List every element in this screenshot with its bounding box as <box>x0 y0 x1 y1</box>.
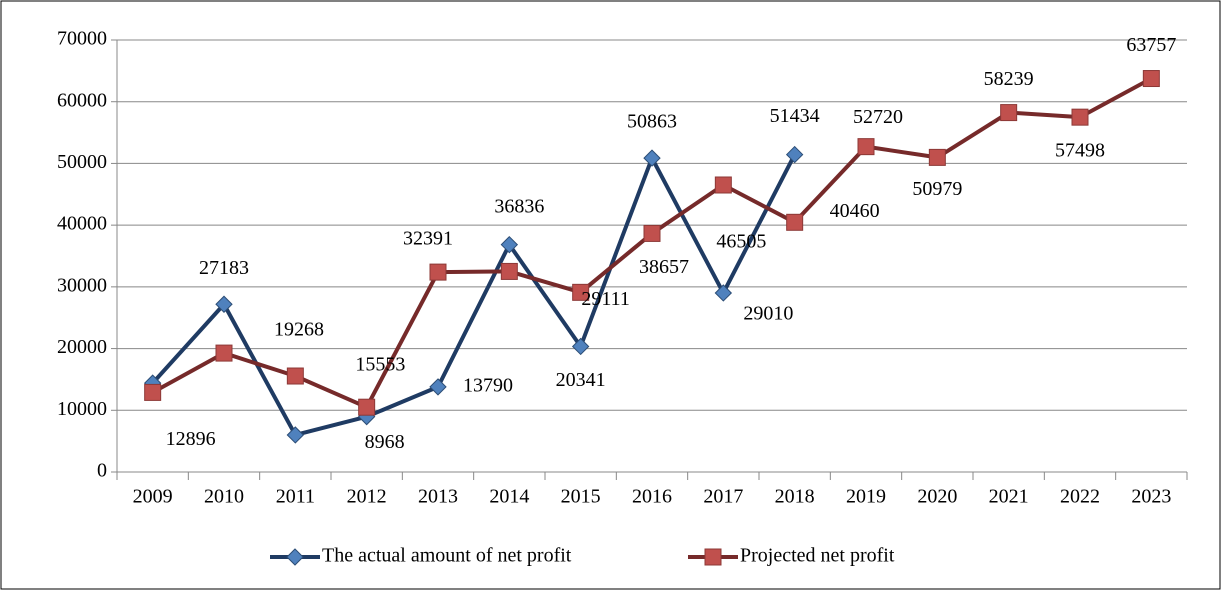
x-tick-label: 2017 <box>703 486 743 508</box>
data-point <box>1142 70 1160 88</box>
data-label: 20341 <box>556 369 606 391</box>
x-tick-label: 2009 <box>133 486 173 508</box>
data-label: 29010 <box>743 303 793 325</box>
x-tick-label: 2015 <box>561 486 601 508</box>
data-point <box>1071 108 1089 126</box>
data-label: 8968 <box>365 431 405 453</box>
legend-label: The actual amount of net profit <box>322 545 572 567</box>
y-tick-label: 40000 <box>57 213 107 235</box>
data-point <box>500 262 518 280</box>
data-point <box>215 295 233 313</box>
data-point <box>785 145 804 164</box>
data-label: 40460 <box>830 200 880 222</box>
x-tick-label: 2013 <box>418 486 458 508</box>
data-label: 58239 <box>984 68 1034 90</box>
data-label: 52720 <box>853 106 903 128</box>
data-label: 63757 <box>1126 34 1176 56</box>
data-label: 51434 <box>770 105 820 127</box>
data-label: 27183 <box>199 257 249 279</box>
data-point <box>286 367 304 385</box>
data-label: 50979 <box>912 178 962 200</box>
data-label: 38657 <box>639 256 689 278</box>
data-label: 32391 <box>403 228 453 250</box>
series-line <box>151 153 797 437</box>
y-tick-label: 60000 <box>57 89 107 111</box>
x-tick-label: 2019 <box>846 486 886 508</box>
x-tick-label: 2021 <box>989 486 1029 508</box>
data-point <box>144 383 162 401</box>
data-point <box>1000 104 1018 122</box>
data-point <box>786 213 804 231</box>
data-label: 13790 <box>463 374 513 396</box>
x-tick-label: 2016 <box>632 486 672 508</box>
data-label: 12896 <box>166 428 216 450</box>
legend-marker <box>704 548 722 566</box>
data-point <box>928 148 946 166</box>
data-label: 36836 <box>494 195 544 217</box>
x-tick-label: 2020 <box>917 486 957 508</box>
data-point <box>714 176 732 194</box>
y-tick-label: 0 <box>97 460 107 482</box>
x-tick-label: 2023 <box>1131 486 1171 508</box>
y-tick-label: 30000 <box>57 274 107 296</box>
data-point <box>358 398 376 416</box>
data-label: 29111 <box>581 288 630 310</box>
x-tick-label: 2010 <box>204 486 244 508</box>
data-label: 15553 <box>355 354 405 376</box>
y-tick-label: 70000 <box>57 28 107 50</box>
data-point <box>571 337 590 356</box>
x-tick-label: 2011 <box>276 486 315 508</box>
data-label: 19268 <box>274 319 324 341</box>
data-point <box>429 263 447 281</box>
legend-marker <box>286 548 304 566</box>
data-point <box>429 378 447 396</box>
data-label: 57498 <box>1055 140 1105 162</box>
y-tick-label: 10000 <box>57 398 107 420</box>
x-tick-label: 2018 <box>775 486 815 508</box>
x-tick-label: 2014 <box>489 486 529 508</box>
x-tick-label: 2012 <box>347 486 387 508</box>
data-point <box>643 149 661 167</box>
data-label: 46505 <box>716 231 766 253</box>
data-point <box>286 426 305 444</box>
data-label: 50863 <box>627 111 677 133</box>
data-point <box>215 344 233 362</box>
x-tick-label: 2022 <box>1060 486 1100 508</box>
data-point <box>643 224 661 242</box>
y-tick-label: 20000 <box>57 336 107 358</box>
data-point <box>572 283 590 301</box>
data-point <box>857 138 875 156</box>
y-tick-label: 50000 <box>57 151 107 173</box>
legend-label: Projected net profit <box>740 545 895 567</box>
data-point <box>500 235 519 254</box>
data-point <box>714 284 733 302</box>
